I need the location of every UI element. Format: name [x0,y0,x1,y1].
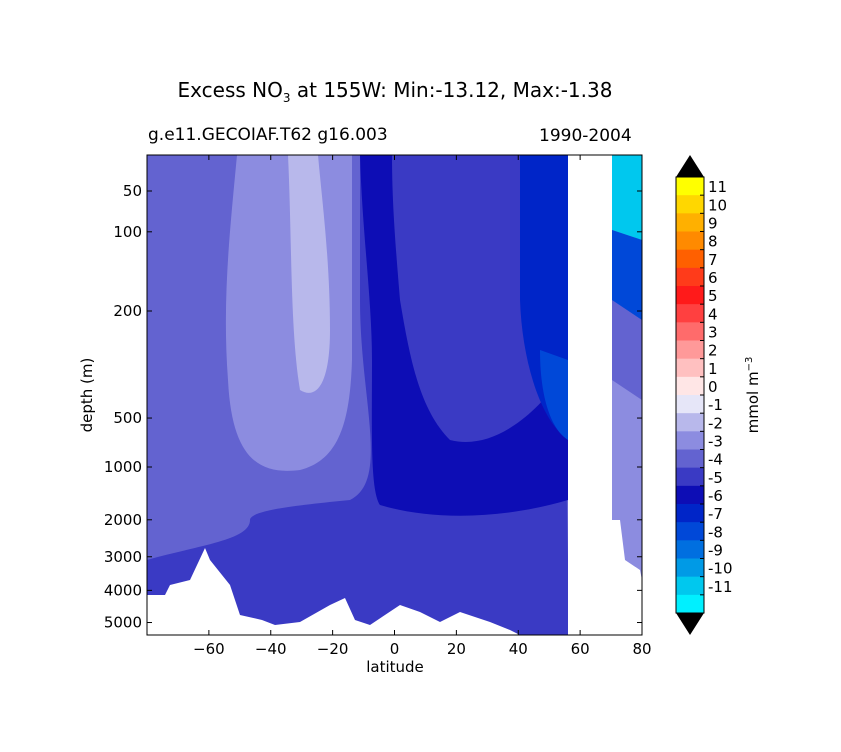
colorbar-swatch [676,576,704,596]
colorbar-tick-label: -9 [708,542,723,560]
colorbar-tick-label: 9 [708,215,718,233]
y-tick-label: 50 [123,182,142,200]
colorbar-extend-min-triangle [676,613,704,635]
colorbar-swatch [676,358,704,378]
y-tick-label: 200 [113,302,142,320]
case-name: g.e11.GECOIAF.T62 g16.003 [148,125,388,145]
colorbar-swatch [676,177,704,196]
colorbar-tick-label: 7 [708,251,718,269]
colorbar-swatch [676,413,704,432]
land-mask-seafloor [147,548,520,635]
colorbar-tick-label: -8 [708,523,723,541]
colorbar-swatch [676,195,704,214]
colorbar-tick-label: -11 [708,578,733,596]
colorbar-tick-label: -10 [708,560,733,578]
colorbar-tick-label: -4 [708,451,723,469]
colorbar-tick-label: -2 [708,414,723,432]
colorbar-swatch [676,231,704,251]
y-axis-label: depth (m) [78,358,96,433]
colorbar-tick-label: 1 [708,360,718,378]
chart-title: Excess NO3 at 155W: Min:-13.12, Max:-1.3… [0,78,790,105]
land-mask-arctic-floor [612,520,642,635]
colorbar-swatch [676,395,704,414]
colorbar-label-text: mmol m [744,371,762,433]
colorbar-tick-label: 11 [708,178,727,196]
y-tick-label: 100 [113,223,142,241]
colorbar-tick-label: 8 [708,233,718,251]
colorbar-swatch [676,485,704,505]
field-level-minus1-south [288,155,330,393]
land-mask-continent [568,155,612,635]
contour-fill-area [147,155,642,635]
colorbar-tick-label: 5 [708,287,718,305]
x-tick-label: −60 [193,640,225,658]
field-high-lat-north-upper [612,230,642,320]
x-tick-label: 80 [632,640,651,658]
colorbar-swatch [676,540,704,559]
field-level-minus5-core [360,155,568,516]
y-tick-label: 5000 [104,614,142,632]
x-tick-label: 20 [447,640,466,658]
colorbar-extend-max-triangle [676,155,704,177]
colorbar-swatch [676,249,704,269]
colorbar-tick-label: 0 [708,378,718,396]
x-tick-label: 40 [509,640,528,658]
colorbar-swatch [676,522,704,541]
colorbar-tick-label: 10 [708,196,727,214]
colorbar-tick-label: 2 [708,342,718,360]
x-tick-label: −20 [317,640,349,658]
colorbar-swatch [676,267,704,287]
colorbar-swatch [676,558,704,578]
colorbar-swatch [676,286,704,305]
colorbar-label: mmol m−3 [744,357,762,434]
y-tick-label: 3000 [104,548,142,566]
field-level-minus7-north [540,350,568,440]
colorbar-tick-label: 4 [708,305,718,323]
colorbar-label-exponent: −3 [744,357,755,372]
x-tick-label: −40 [255,640,287,658]
colorbar-swatch [676,340,704,360]
colorbar-tick-label: -1 [708,396,723,414]
y-tick-label: 4000 [104,581,142,599]
colorbar-tick-label: -5 [708,469,723,487]
title-subscript: 3 [282,91,291,105]
colorbar-tick-label: -6 [708,487,723,505]
colorbar-swatch [676,504,704,523]
date-range: 1990-2004 [539,126,632,146]
colorbar-swatch [676,213,704,232]
colorbar-tick-label: -3 [708,433,723,451]
title-main: Excess NO [177,78,283,102]
field-level-minus2-south [225,155,352,471]
colorbar-swatch [676,467,704,487]
x-tick-label: 60 [571,640,590,658]
colorbar-swatch [676,449,704,469]
y-axis: 50 100 200 500 1000 2000 3000 4000 5000 [104,182,642,632]
colorbar-swatch [676,594,704,614]
title-rest: at 155W: Min:-13.12, Max:-1.38 [290,78,613,102]
field-high-lat-north-surface [612,155,642,240]
x-tick-label: 0 [390,640,400,658]
colorbar-tick-label: 6 [708,269,718,287]
y-tick-label: 2000 [104,511,142,529]
colorbar-swatch [676,322,704,341]
colorbar-swatch [676,304,704,323]
colorbar-tick-label: 3 [708,324,718,342]
colorbar-swatch [676,431,704,450]
x-axis-label: latitude [366,658,424,676]
y-tick-label: 1000 [104,458,142,476]
y-tick-label: 500 [113,409,142,427]
x-axis: −60 −40 −20 0 20 40 60 80 [193,155,652,658]
colorbar-swatch [676,376,704,396]
colorbar-tick-label: -7 [708,505,723,523]
